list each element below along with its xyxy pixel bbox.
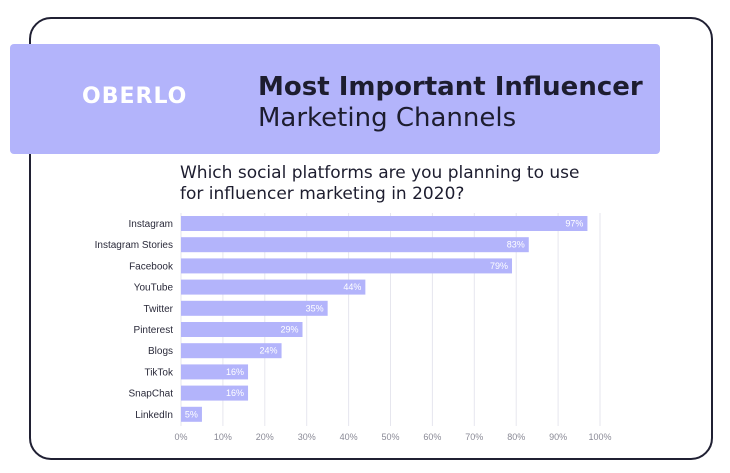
x-tick-label: 80% — [507, 432, 525, 442]
category-label: Twitter — [144, 304, 174, 315]
category-label: TikTok — [144, 367, 174, 378]
bar — [181, 385, 249, 401]
x-tick-label: 30% — [298, 432, 316, 442]
x-tick-label: 50% — [381, 432, 399, 442]
category-label: Facebook — [129, 261, 174, 272]
oberlo-logo: OBERLO — [82, 84, 188, 109]
data-label: 79% — [490, 261, 508, 271]
data-label: 29% — [280, 325, 298, 335]
bar — [181, 300, 328, 316]
page-title: Most Important Influencer Marketing Chan… — [258, 71, 643, 134]
category-label: LinkedIn — [135, 410, 173, 421]
category-label: SnapChat — [129, 389, 174, 400]
bar — [181, 343, 282, 359]
category-label: Pinterest — [134, 325, 174, 336]
data-label: 44% — [343, 282, 361, 292]
x-tick-label: 40% — [340, 432, 358, 442]
title-bold: Most Important Influencer — [258, 72, 643, 102]
data-label: 83% — [507, 240, 525, 250]
bar — [181, 406, 202, 422]
data-label: 5% — [185, 409, 198, 419]
data-label: 24% — [260, 346, 278, 356]
bar — [181, 237, 529, 253]
title-light: Marketing Channels — [258, 103, 517, 133]
x-tick-label: 100% — [588, 432, 611, 442]
x-tick-label: 60% — [423, 432, 441, 442]
bar — [181, 279, 366, 295]
category-label: YouTube — [134, 283, 174, 294]
category-label: Instagram — [129, 219, 173, 230]
x-tick-label: 20% — [256, 432, 274, 442]
data-label: 97% — [565, 219, 583, 229]
x-tick-label: 0% — [174, 432, 187, 442]
x-tick-label: 70% — [465, 432, 483, 442]
bar — [181, 322, 303, 337]
data-label: 35% — [306, 303, 324, 313]
data-label: 16% — [226, 388, 244, 398]
x-tick-label: 90% — [549, 432, 567, 442]
bar — [181, 364, 249, 380]
chart-title: Which social platforms are you planning … — [180, 163, 580, 204]
data-label: 16% — [226, 367, 244, 377]
bar — [181, 216, 588, 231]
category-label: Blogs — [148, 346, 173, 357]
x-tick-label: 10% — [214, 432, 232, 442]
bar — [181, 258, 513, 274]
header-banner: OBERLO Most Important Influencer Marketi… — [10, 44, 660, 154]
category-label: Instagram Stories — [95, 240, 173, 251]
